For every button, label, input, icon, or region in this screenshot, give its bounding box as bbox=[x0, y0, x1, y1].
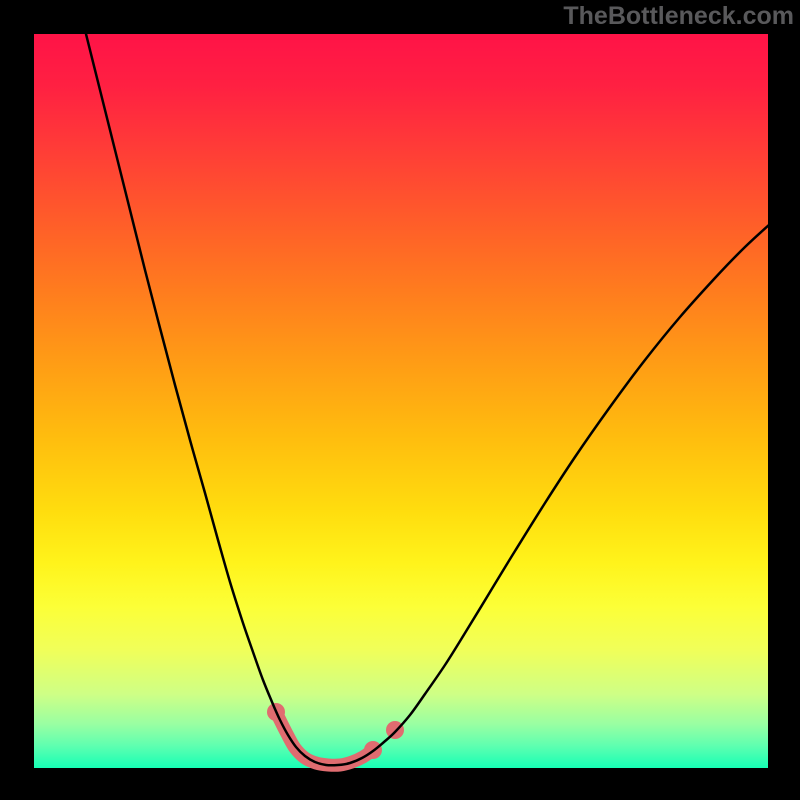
chart-container: TheBottleneck.com bbox=[0, 0, 800, 800]
chart-overlay-svg bbox=[0, 0, 800, 800]
bottleneck-curve bbox=[85, 30, 770, 765]
watermark-label: TheBottleneck.com bbox=[563, 2, 794, 31]
